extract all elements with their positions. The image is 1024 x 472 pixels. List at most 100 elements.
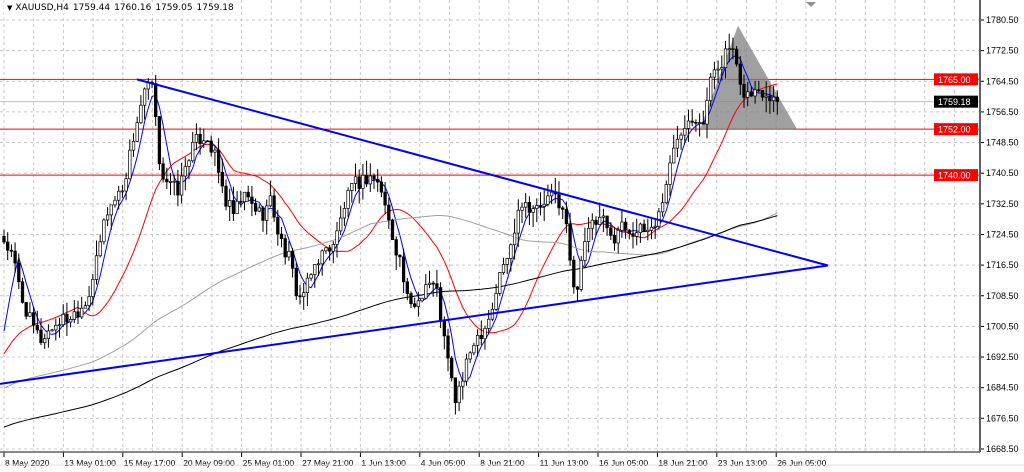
candle — [294, 267, 298, 297]
y-tick-label: 1780.50 — [986, 15, 1019, 25]
candle — [642, 223, 646, 233]
candle — [475, 334, 480, 346]
x-tick-label: 8 Jun 21:00 — [480, 458, 525, 468]
candle — [191, 141, 195, 162]
dropdown-triangle-icon[interactable]: ▼ — [7, 4, 13, 12]
candle — [734, 48, 739, 65]
candle — [690, 120, 694, 123]
y-tick-label: 1716.50 — [986, 260, 1019, 270]
candle — [535, 205, 539, 209]
x-tick-label: 1 Jun 13:00 — [361, 458, 406, 468]
y-tick-label: 1692.50 — [986, 352, 1019, 362]
current-price-label-bg — [934, 95, 978, 108]
chart-header: ▼ XAUUSD,H4 1759.44 1760.16 1759.05 1759.18 — [4, 2, 241, 14]
candle — [660, 202, 665, 213]
candle — [383, 191, 387, 206]
candle — [579, 260, 583, 290]
candle — [575, 286, 580, 290]
candle — [390, 219, 395, 240]
candle — [627, 229, 631, 234]
candle — [638, 223, 643, 234]
candle — [764, 95, 768, 98]
close-value: 1759.18 — [196, 3, 234, 13]
trendlines[interactable] — [0, 78, 829, 385]
candle — [649, 226, 654, 231]
candle — [509, 244, 513, 259]
candle — [187, 160, 191, 167]
candle — [487, 318, 491, 329]
candle — [216, 149, 221, 173]
candle — [753, 89, 757, 97]
candle — [549, 191, 554, 197]
moving-average-200 — [3, 215, 778, 428]
candle — [61, 313, 65, 326]
candle — [279, 233, 284, 239]
candle — [68, 319, 73, 323]
candle — [461, 380, 465, 387]
level-label: 1765.00 — [938, 75, 971, 85]
candle — [372, 175, 376, 180]
candle — [438, 287, 443, 321]
x-tick-label: 27 May 21:00 — [302, 458, 354, 468]
candle — [202, 140, 206, 145]
candle — [464, 358, 469, 382]
candle — [697, 122, 702, 124]
current-price-label: 1759.18 — [938, 97, 971, 107]
candle — [250, 196, 254, 204]
candle — [43, 338, 47, 344]
candle — [694, 121, 698, 124]
candle — [664, 184, 668, 204]
candle — [24, 302, 28, 317]
candle — [228, 200, 232, 207]
candle — [124, 178, 128, 192]
candle — [102, 219, 106, 243]
candle — [479, 334, 483, 340]
candle — [213, 149, 217, 153]
candle — [405, 281, 409, 294]
candle — [716, 68, 720, 71]
candle — [609, 227, 613, 236]
candle — [494, 293, 498, 310]
candle — [28, 312, 32, 317]
candle — [313, 264, 317, 276]
candle — [117, 190, 121, 201]
x-tick-label: 20 May 09:00 — [183, 458, 235, 468]
candle — [320, 250, 324, 265]
candle — [775, 96, 779, 103]
candle — [760, 90, 765, 98]
candle — [257, 207, 261, 212]
candle — [531, 208, 535, 213]
candle — [568, 223, 572, 261]
y-tick-label: 1772.50 — [986, 46, 1019, 56]
candle — [527, 202, 532, 213]
candle — [468, 352, 472, 360]
candle — [442, 319, 446, 337]
candle — [46, 330, 51, 339]
candle — [6, 241, 10, 251]
candle — [683, 128, 687, 136]
candle — [427, 282, 432, 285]
high-value: 1760.16 — [114, 3, 152, 13]
y-tick-label: 1700.50 — [986, 321, 1019, 331]
candle — [498, 272, 502, 294]
candle — [723, 48, 728, 68]
candle — [91, 279, 95, 297]
candle — [501, 264, 506, 273]
candle — [572, 259, 576, 288]
candle — [605, 215, 609, 229]
candle — [771, 96, 776, 102]
candle — [287, 251, 291, 258]
x-tick-label: 23 Jun 13:00 — [718, 458, 767, 468]
candle — [353, 176, 358, 184]
candle — [394, 239, 398, 256]
y-tick-label: 1668.50 — [986, 444, 1019, 454]
level-label: 1752.00 — [938, 125, 971, 135]
candle — [524, 202, 528, 208]
x-tick-label: 11 Jun 13:00 — [540, 458, 589, 468]
candle — [746, 91, 750, 98]
candle — [128, 149, 132, 180]
candle — [13, 250, 17, 264]
candle — [398, 254, 402, 258]
candle — [154, 83, 158, 117]
